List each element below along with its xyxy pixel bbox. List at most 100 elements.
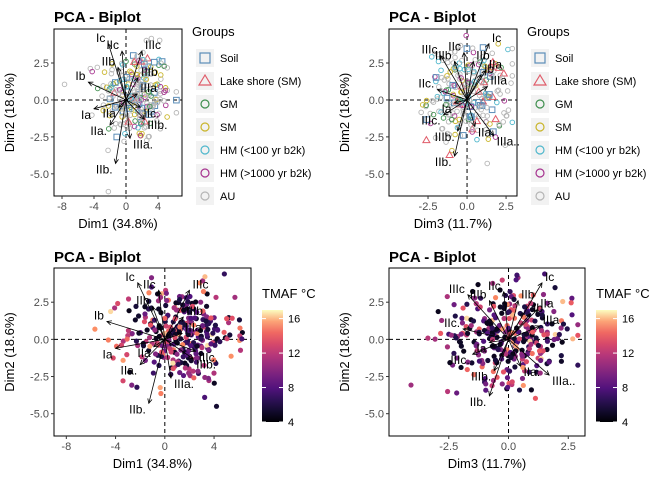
arrow-head (462, 327, 469, 333)
data-point (118, 122, 124, 128)
x-axis-title: Dim3 (11.7%) (414, 216, 493, 231)
arrow-head (190, 347, 197, 353)
data-point (534, 363, 540, 369)
data-point (532, 395, 539, 401)
legend-title: Groups (527, 24, 570, 39)
arrow-label: IIIa.. (497, 134, 520, 148)
legend-key (531, 187, 549, 205)
legend-key (196, 49, 214, 67)
arrow-head (188, 354, 194, 360)
data-point (499, 68, 509, 77)
loading-arrow (125, 93, 138, 101)
data-point (497, 287, 503, 293)
data-point (232, 294, 238, 300)
data-point (443, 101, 449, 108)
data-point (542, 271, 548, 277)
data-point (154, 112, 160, 118)
y-tick-label: -5.0 (365, 169, 384, 181)
data-point (203, 303, 210, 309)
arrow-head (488, 390, 494, 397)
loading-arrow (115, 99, 127, 164)
data-point (432, 50, 438, 57)
legend-key (531, 118, 549, 136)
data-point (422, 135, 431, 144)
arrow-label: Ia (103, 347, 113, 361)
data-point (468, 322, 474, 329)
legend-label: AU (220, 191, 235, 203)
data-point (438, 330, 444, 337)
data-point (454, 390, 460, 396)
arrow-head (453, 60, 459, 67)
data-point (163, 290, 169, 296)
data-point (105, 337, 111, 343)
data-point (157, 384, 163, 391)
data-point (511, 296, 517, 302)
data-point (136, 57, 146, 65)
data-point (146, 290, 152, 296)
data-point (105, 188, 112, 195)
legend-symbol-square (199, 52, 211, 64)
data-point (451, 49, 458, 55)
data-point (170, 327, 176, 333)
arrow-head (109, 120, 115, 126)
legend-key (531, 72, 549, 90)
chart-title: PCA - Biplot (54, 9, 141, 26)
arrow-head (488, 339, 495, 345)
data-point (516, 336, 522, 342)
data-point (186, 327, 192, 334)
data-point (112, 103, 119, 111)
data-point (237, 325, 243, 331)
data-point (112, 305, 118, 311)
arrow-label: Ic (125, 270, 134, 284)
data-point (546, 359, 552, 365)
data-point (487, 121, 493, 127)
data-point (182, 322, 188, 328)
data-point (170, 360, 176, 366)
arrow-label: IIIa (543, 313, 560, 327)
legend-symbol-circle (535, 122, 545, 132)
plot-inner (389, 29, 517, 196)
legend-symbol-triangle (197, 73, 213, 86)
data-point (161, 98, 167, 104)
arrow-label: IIa. (121, 364, 138, 378)
data-point (513, 277, 519, 283)
arrow-label: IIc. (418, 77, 434, 91)
data-point (549, 342, 556, 348)
data-point (170, 365, 176, 372)
loading-arrow (454, 61, 468, 101)
legend-key (196, 164, 214, 182)
loading-arrow (125, 99, 141, 108)
arrow-label: IIc (448, 40, 461, 54)
data-point (464, 366, 470, 373)
data-point (89, 112, 95, 118)
data-point (236, 317, 243, 323)
data-point (496, 121, 502, 128)
data-point (134, 384, 140, 390)
data-point (498, 64, 504, 71)
loading-arrow (121, 51, 127, 100)
data-point (177, 324, 183, 330)
data-point (568, 300, 574, 306)
data-point (438, 67, 444, 74)
data-point (156, 37, 163, 44)
data-point (490, 280, 496, 286)
data-point (434, 93, 441, 100)
arrow-label: IIc. (143, 106, 159, 120)
data-point (435, 308, 441, 315)
data-point (475, 281, 481, 288)
arrow-label: IIb. (96, 162, 113, 176)
data-point (152, 82, 159, 88)
legend-key (196, 141, 214, 159)
arrow-label: IIa. (90, 124, 107, 138)
arrow-label: IIIa. (133, 137, 153, 151)
data-point (529, 350, 535, 357)
arrow-label: IIIc (192, 277, 208, 291)
legend-key-bg (196, 49, 214, 67)
data-point (445, 59, 451, 66)
data-point (120, 338, 126, 344)
data-point (478, 106, 484, 113)
arrow-label: Ib (484, 62, 494, 76)
arrow-label: IIIa (140, 81, 157, 95)
loading-arrow (508, 325, 540, 340)
